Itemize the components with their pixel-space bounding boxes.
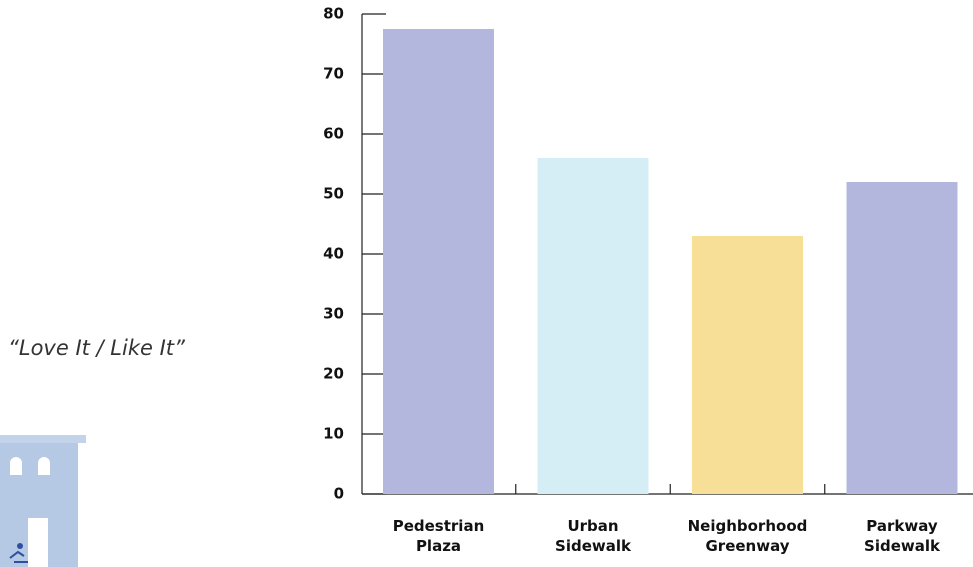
x-tick-label: Urban Sidewalk bbox=[555, 517, 631, 555]
x-tick-label: Pedestrian Plaza bbox=[392, 517, 485, 555]
y-tick-label: 40 bbox=[323, 245, 344, 263]
y-tick-label: 70 bbox=[323, 65, 344, 83]
y-tick-label: 10 bbox=[323, 425, 344, 443]
y-tick-label: 20 bbox=[323, 365, 344, 383]
bar bbox=[383, 29, 494, 494]
y-tick-label: 30 bbox=[323, 305, 344, 323]
y-tick-label: 80 bbox=[323, 5, 344, 23]
y-tick-label: 50 bbox=[323, 185, 344, 203]
bar bbox=[846, 182, 958, 494]
x-tick-label: Neighborhood Greenway bbox=[687, 517, 808, 555]
bar bbox=[692, 236, 803, 494]
y-tick-label: 0 bbox=[334, 485, 344, 503]
annotation: “Love It / Like It” bbox=[8, 336, 185, 360]
bar bbox=[537, 158, 649, 494]
y-tick-label: 60 bbox=[323, 125, 344, 143]
building-icon bbox=[0, 435, 86, 567]
x-tick-label: Parkway Sidewalk bbox=[864, 517, 940, 555]
